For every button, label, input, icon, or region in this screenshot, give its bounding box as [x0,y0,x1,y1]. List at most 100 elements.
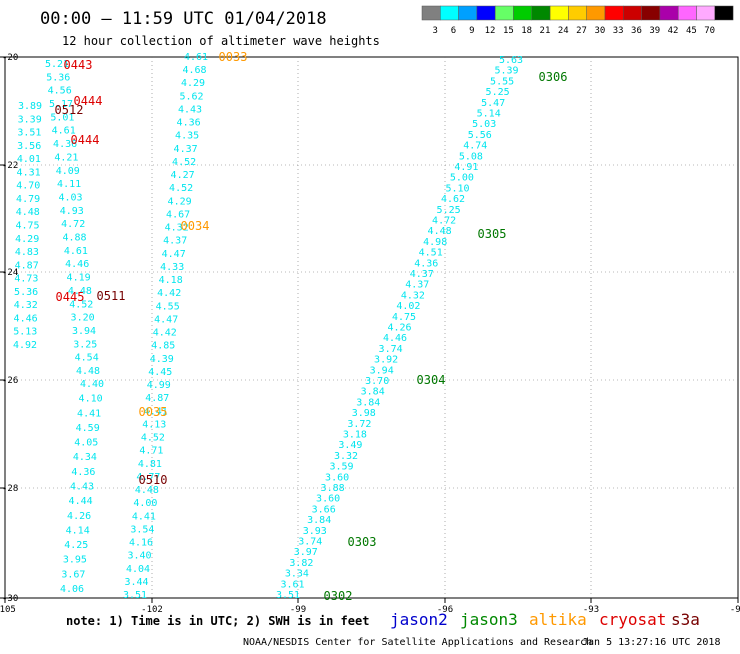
wave-height-value: 4.42 [153,328,177,339]
wave-height-value: 4.46 [65,259,89,270]
wave-height-value: 3.25 [73,339,97,350]
wave-height-value: 4.36 [71,467,95,478]
latitude-tick-label: -24 [2,268,18,278]
pass-time-label: 0306 [539,70,568,84]
wave-height-value: 4.71 [139,446,163,457]
wave-height-value: 4.47 [154,314,178,325]
wave-height-value: 3.66 [312,504,336,515]
wave-height-value: 3.59 [329,462,353,473]
wave-height-value: 3.84 [307,515,331,526]
wave-height-value: 4.44 [69,496,93,507]
wave-height-value: 3.34 [285,569,309,580]
wave-height-value: 4.88 [62,233,86,244]
wave-height-color-scale: 3 6 9 12 15 18 21 24 27 30 33 36 39 42 45 70 [421,5,734,36]
wave-height-value: 5.03 [472,119,496,130]
pass-time-label: 0033 [219,50,248,64]
wave-height-value: 4.34 [73,452,97,463]
wave-height-value: 3.20 [71,313,95,324]
wave-height-value: 4.41 [132,511,156,522]
wave-height-value: 3.95 [63,555,87,566]
wave-height-value: 4.40 [80,379,104,390]
scale-swatch [421,5,441,21]
wave-height-value: 4.72 [61,219,85,230]
latitude-tick-label: -20 [2,53,18,63]
timestamp-text: Jan 5 13:27:16 UTC 2018 [582,637,720,648]
scale-swatch [623,5,642,21]
wave-height-value: 4.36 [414,258,438,269]
satellite-legend-item: s3a [671,610,700,629]
wave-height-value: 4.61 [64,246,88,257]
wave-height-value: 4.06 [60,584,84,595]
scale-swatch [568,5,587,21]
wave-height-value: 5.47 [481,98,505,109]
wave-height-value: 4.83 [15,247,39,258]
wave-height-value: 4.35 [175,131,199,142]
plot-border [4,56,739,599]
scale-label: 15 [503,26,514,36]
wave-height-value: 4.45 [148,367,172,378]
wave-height-value: 3.98 [352,408,376,419]
wave-height-value: 4.32 [14,300,38,311]
wave-height-value: 3.54 [130,524,154,535]
wave-height-value: 4.52 [69,299,93,310]
scale-label: 12 [485,26,496,36]
altimeter-track: 4.40 4.10 4.41 4.59 4.05 4.34 4.36 4.43 4.44 4.26… [60,379,104,595]
pass-time-label: 0444 [71,133,100,147]
wave-height-value: 4.42 [157,288,181,299]
wave-height-value: 4.92 [13,340,37,351]
wave-height-value: 5.01 [50,112,74,123]
scale-swatch [696,5,716,21]
wave-height-value: 4.25 [64,540,88,551]
wave-height-value: 4.18 [159,275,183,286]
wave-height-value: 4.75 [392,312,416,323]
wave-height-value: 4.43 [178,105,202,116]
wave-height-value: 5.55 [490,76,514,87]
wave-height-value: 4.48 [135,485,159,496]
wave-height-value: 3.97 [294,547,318,558]
plot-frame [4,56,739,599]
wave-height-value: 3.40 [127,551,151,562]
wave-height-value: 5.25 [437,205,461,216]
wave-height-value: 4.68 [182,65,206,76]
scale-label: 70 [704,26,715,36]
scale-label: 18 [521,26,532,36]
wave-height-value: 4.77 [136,472,160,483]
wave-height-value: 3.44 [124,577,148,588]
wave-height-value: 4.32 [401,290,425,301]
wave-height-value: 3.60 [316,494,340,505]
altimeter-track: 5.21 5.36 4.56 5.17 5.01 4.61 4.36 4.21 4.09 4.11… [45,59,100,377]
wave-height-value: 3.74 [298,537,322,548]
pass-time-labels: 0306 0305 0304 0303 0302 0033 0034 0035 0443 0444… [55,50,568,603]
wave-height-value: 4.51 [419,248,443,259]
wave-height-value: 4.59 [76,423,100,434]
wave-height-value: 4.04 [126,564,150,575]
scale-swatch [604,5,624,21]
map-title: 00:00 — 11:59 UTC 01/04/2018 [40,9,327,29]
wave-height-value: 3.94 [72,326,96,337]
wave-height-value: 5.08 [459,151,483,162]
scale-label: 42 [668,26,679,36]
wave-height-value: 4.46 [383,333,407,344]
pass-time-label: 0510 [139,473,168,487]
wave-height-value: 3.51 [276,590,300,601]
wave-height-value: 4.01 [17,154,41,165]
scale-swatch [513,5,533,21]
wave-height-value: 4.19 [67,273,91,284]
wave-height-value: 3.72 [347,419,371,430]
wave-height-value: 4.43 [70,482,94,493]
wave-height-value: 4.37 [405,280,429,291]
wave-height-value: 3.84 [361,387,385,398]
longitude-tick-label: -102 [141,605,163,615]
scale-label: 45 [686,26,697,36]
wave-height-value: 5.36 [14,287,38,298]
altimeter-track: 5.635.395.555.255.475.145.035.564.745.08… [276,55,523,601]
wave-height-value: 4.02 [396,301,420,312]
wave-height-value: 4.72 [432,216,456,227]
wave-height-value: 4.03 [58,193,82,204]
wave-height-value: 4.85 [151,341,175,352]
pass-time-label: 0443 [64,58,93,72]
wave-height-value: 4.37 [174,144,198,155]
scale-swatch [659,5,679,21]
